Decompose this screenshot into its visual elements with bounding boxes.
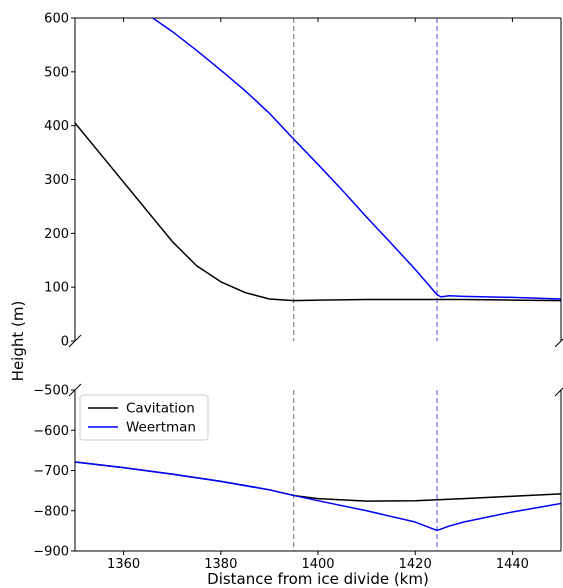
upper-ytick-label: 500 xyxy=(44,65,69,80)
legend-label-cavitation: Cavitation xyxy=(126,401,195,417)
upper-ytick-label: 300 xyxy=(44,173,69,188)
lower-ytick-label: −900 xyxy=(33,545,69,560)
lower-axes: −900 −800 −700 −600 −500 1360 1380 1400 1420 1440 xyxy=(33,384,562,572)
upper-series-cavitation xyxy=(75,122,561,302)
legend: Cavitation Weertman xyxy=(79,394,209,441)
upper-axes: 0 100 200 300 400 500 600 xyxy=(44,12,562,350)
upper-series-lines xyxy=(75,18,561,302)
upper-ytick-label: 100 xyxy=(44,281,69,296)
xtick-label: 1360 xyxy=(107,557,140,572)
lower-vlines xyxy=(293,390,438,551)
lower-series-cavitation xyxy=(75,461,561,502)
xtick-label: 1380 xyxy=(204,557,237,572)
break-mark xyxy=(554,387,563,397)
xtick-label: 1400 xyxy=(301,557,334,572)
upper-ytick-label: 400 xyxy=(44,119,69,134)
lower-panel: −900 −800 −700 −600 −500 1360 1380 1400 1420 1440 xyxy=(33,384,562,572)
upper-series-weertman xyxy=(152,18,561,300)
lower-ytick-label: −700 xyxy=(33,464,69,479)
y-axis-label: Height (m) xyxy=(9,301,27,382)
upper-ytick-label: 200 xyxy=(44,227,69,242)
lower-series-weertman xyxy=(75,461,561,532)
xtick-label: 1440 xyxy=(496,557,529,572)
legend-label-weertman: Weertman xyxy=(126,420,196,436)
lower-ytick-label: −500 xyxy=(33,384,69,399)
xtick-label: 1420 xyxy=(399,557,432,572)
axis-break-marks xyxy=(68,334,563,397)
upper-ytick-label: 600 xyxy=(44,12,69,27)
break-mark xyxy=(554,338,563,348)
x-axis-label: Distance from ice divide (km) xyxy=(207,570,429,588)
lower-ytick-label: −800 xyxy=(33,504,69,519)
lower-ytick-label: −600 xyxy=(33,424,69,439)
upper-vlines xyxy=(293,18,438,341)
upper-ytick-label: 0 xyxy=(61,335,69,350)
break-mark xyxy=(68,334,82,348)
lower-series-lines xyxy=(75,461,561,532)
upper-panel: 0 100 200 300 400 500 600 xyxy=(44,12,562,350)
break-mark xyxy=(68,383,82,397)
legend-box xyxy=(79,394,209,441)
